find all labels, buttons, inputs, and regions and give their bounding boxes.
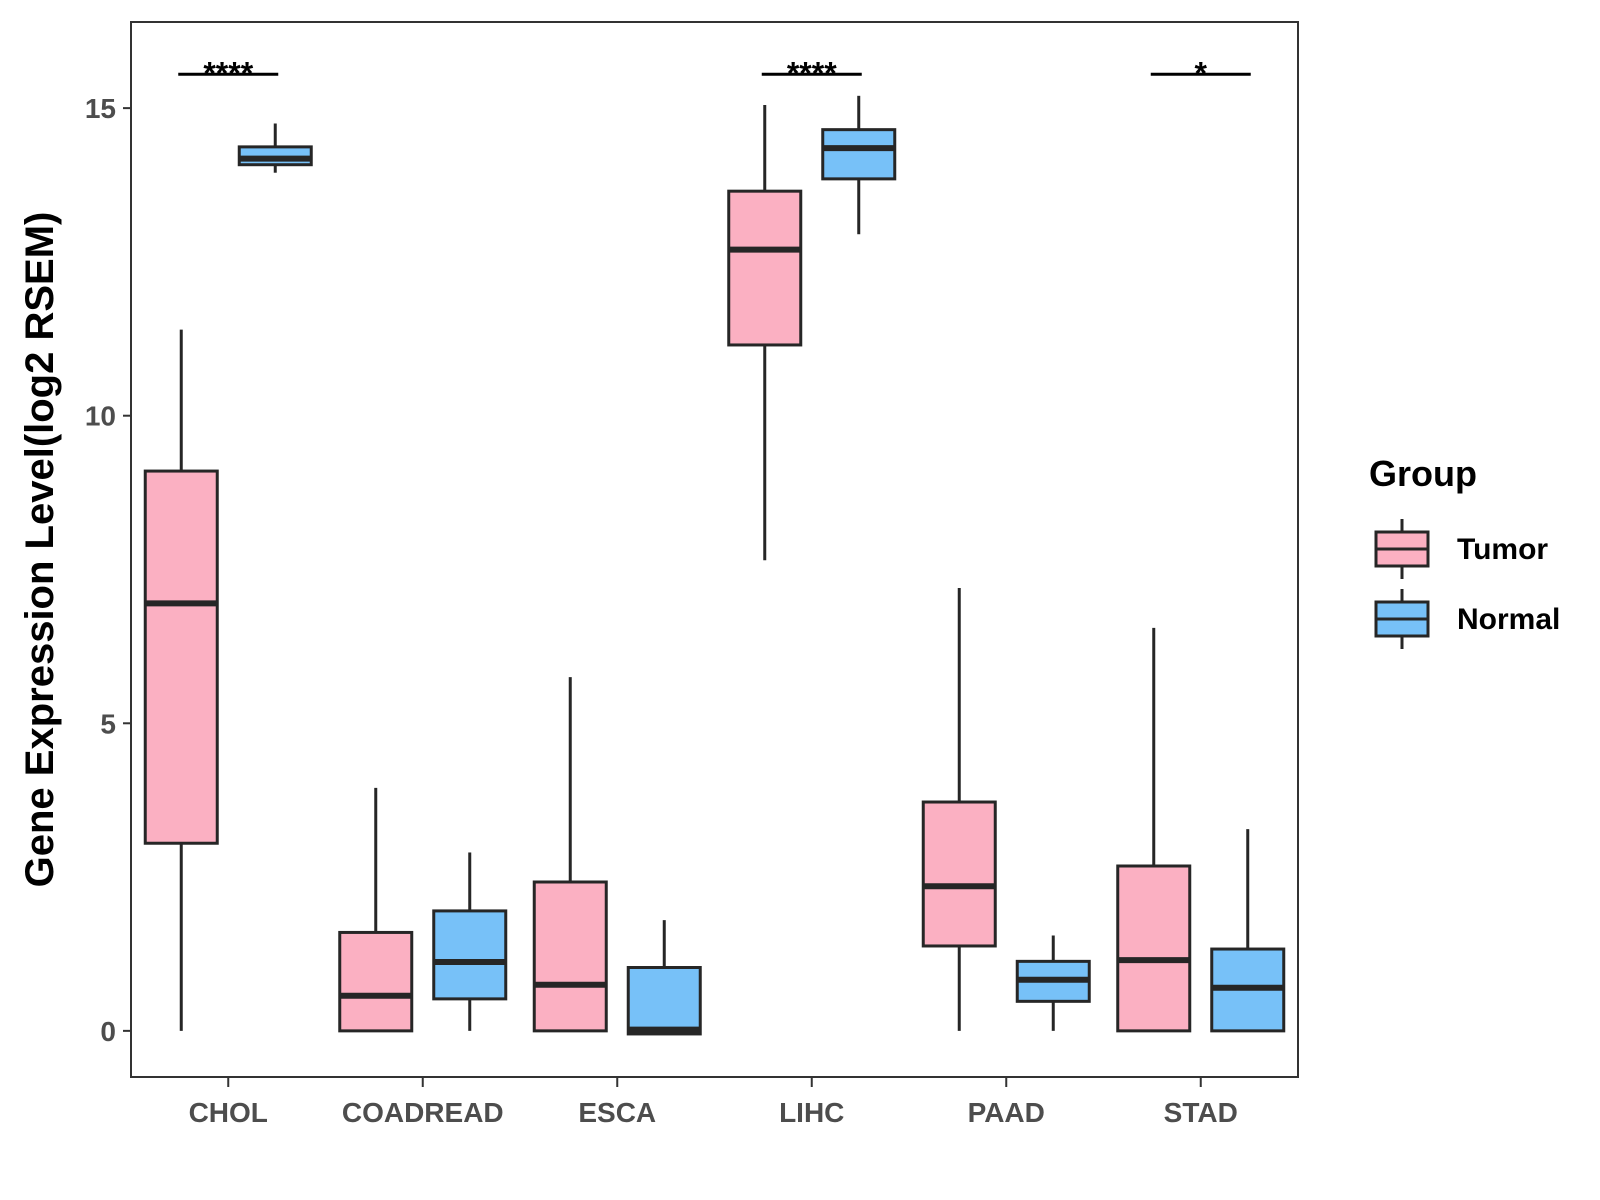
iqr-box (821, 128, 897, 181)
box-tumor-esca (532, 677, 608, 1033)
x-tick-label-chol: CHOL (189, 1097, 268, 1128)
x-tick-label-esca: ESCA (578, 1097, 656, 1128)
box-tumor-chol (143, 329, 219, 1031)
y-tick-label: 10 (85, 401, 116, 432)
iqr-box (143, 469, 219, 845)
legend-label-normal: Normal (1457, 603, 1560, 636)
y-axis-title: Gene Expression Level(log2 RSEM) (18, 212, 62, 888)
iqr-box (626, 966, 702, 1036)
iqr-box (432, 909, 508, 1001)
x-tick-label-coadread: COADREAD (342, 1097, 504, 1128)
box-tumor-coadread (338, 787, 414, 1033)
iqr-box (338, 930, 414, 1033)
box-normal-chol (237, 123, 313, 173)
box-normal-stad (1210, 829, 1286, 1033)
iqr-box (921, 800, 997, 948)
box-normal-esca (626, 920, 702, 1036)
legend: Group Tumor Normal (1369, 453, 1560, 649)
box-tumor-stad (1116, 627, 1192, 1033)
legend-label-tumor: Tumor (1457, 533, 1548, 566)
plot-panel (130, 21, 1299, 1078)
iqr-box (1116, 864, 1192, 1033)
box-tumor-paad (921, 587, 997, 1031)
significance-label-chol: **** (203, 55, 253, 91)
x-tick-label-lihc: LIHC (779, 1097, 844, 1128)
box-normal-paad (1015, 935, 1091, 1031)
legend-key-normal (1374, 589, 1430, 649)
box-normal-coadread (432, 852, 508, 1031)
legend-key-tumor (1374, 519, 1430, 579)
x-tick-label-stad: STAD (1164, 1097, 1238, 1128)
legend-title: Group (1369, 453, 1477, 494)
box-normal-lihc (821, 95, 897, 235)
x-tick-label-paad: PAAD (968, 1097, 1045, 1128)
y-tick-label: 15 (85, 93, 116, 124)
y-tick-label: 5 (100, 708, 116, 739)
significance-label-lihc: **** (787, 55, 837, 91)
iqr-box (727, 189, 803, 347)
y-tick-label: 0 (100, 1016, 116, 1047)
iqr-box (532, 880, 608, 1033)
box-tumor-lihc (727, 105, 803, 561)
significance-label-stad: * (1195, 55, 1208, 91)
